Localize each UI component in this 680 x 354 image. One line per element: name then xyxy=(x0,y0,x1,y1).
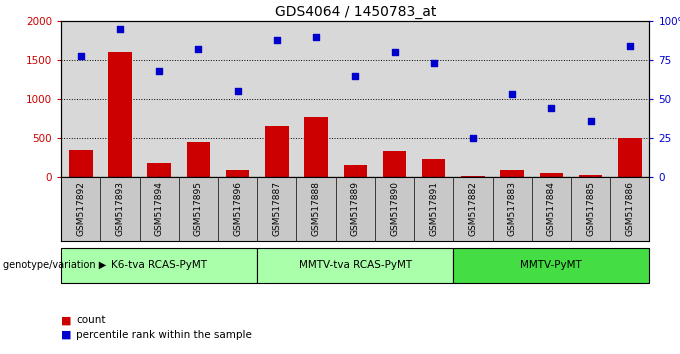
Point xyxy=(350,73,360,79)
Text: GSM517894: GSM517894 xyxy=(155,181,164,236)
Text: MMTV-tva RCAS-PyMT: MMTV-tva RCAS-PyMT xyxy=(299,261,412,270)
Bar xyxy=(305,117,328,177)
Title: GDS4064 / 1450783_at: GDS4064 / 1450783_at xyxy=(275,5,436,19)
Bar xyxy=(540,173,563,177)
Text: GSM517893: GSM517893 xyxy=(116,181,124,236)
Bar xyxy=(500,170,524,177)
Text: GSM517883: GSM517883 xyxy=(508,181,517,236)
Point xyxy=(154,68,165,74)
Bar xyxy=(422,159,445,177)
Bar xyxy=(61,248,257,283)
Bar xyxy=(265,126,288,177)
Point xyxy=(428,61,439,66)
Text: GSM517888: GSM517888 xyxy=(311,181,320,236)
Bar xyxy=(69,150,92,177)
Point xyxy=(271,37,282,43)
Bar xyxy=(618,138,641,177)
Point xyxy=(507,92,517,97)
Text: count: count xyxy=(76,315,105,325)
Point xyxy=(193,46,204,52)
Bar xyxy=(383,151,406,177)
Point xyxy=(75,53,86,58)
Bar xyxy=(461,176,485,177)
Text: ■: ■ xyxy=(61,330,71,339)
Point xyxy=(546,105,557,111)
Point xyxy=(467,135,478,141)
Text: GSM517887: GSM517887 xyxy=(273,181,282,236)
Text: GSM517886: GSM517886 xyxy=(626,181,634,236)
Text: GSM517892: GSM517892 xyxy=(76,181,85,236)
Point xyxy=(311,34,322,40)
Text: GSM517891: GSM517891 xyxy=(429,181,438,236)
Text: GSM517885: GSM517885 xyxy=(586,181,595,236)
Bar xyxy=(148,164,171,177)
Bar xyxy=(343,165,367,177)
Bar xyxy=(579,175,602,177)
Text: GSM517890: GSM517890 xyxy=(390,181,399,236)
Text: GSM517895: GSM517895 xyxy=(194,181,203,236)
Text: GSM517882: GSM517882 xyxy=(469,181,477,236)
Text: MMTV-PyMT: MMTV-PyMT xyxy=(520,261,582,270)
Point xyxy=(624,43,635,49)
Point xyxy=(114,26,125,32)
Text: ■: ■ xyxy=(61,315,71,325)
Text: GSM517896: GSM517896 xyxy=(233,181,242,236)
Text: genotype/variation ▶: genotype/variation ▶ xyxy=(3,261,107,270)
Text: GSM517889: GSM517889 xyxy=(351,181,360,236)
Bar xyxy=(454,248,649,283)
Text: GSM517884: GSM517884 xyxy=(547,181,556,236)
Bar xyxy=(257,248,454,283)
Bar xyxy=(108,52,132,177)
Bar xyxy=(187,142,210,177)
Point xyxy=(232,88,243,94)
Text: percentile rank within the sample: percentile rank within the sample xyxy=(76,330,252,339)
Point xyxy=(389,50,400,55)
Text: K6-tva RCAS-PyMT: K6-tva RCAS-PyMT xyxy=(112,261,207,270)
Bar xyxy=(226,170,250,177)
Point xyxy=(585,118,596,124)
